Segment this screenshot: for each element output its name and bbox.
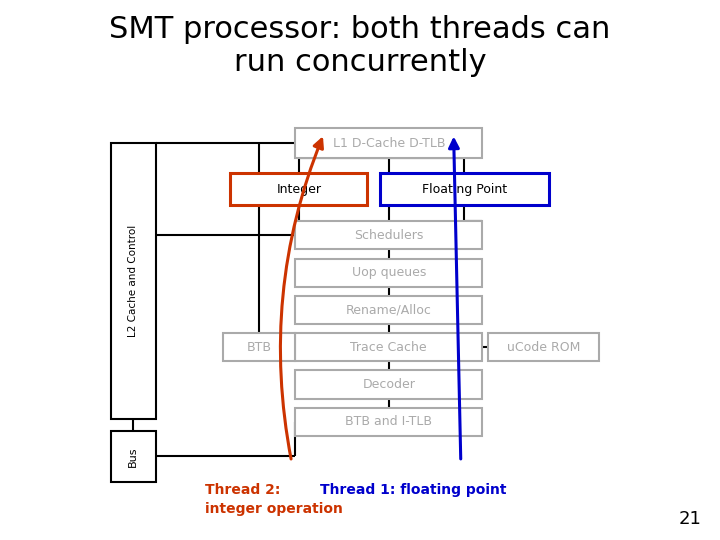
Text: integer operation: integer operation	[205, 502, 343, 516]
Bar	[295, 259, 482, 287]
Bar	[230, 173, 367, 205]
Text: Schedulers: Schedulers	[354, 229, 423, 242]
Text: Rename/Alloc: Rename/Alloc	[346, 303, 432, 316]
Text: uCode ROM: uCode ROM	[507, 341, 580, 354]
Bar	[111, 143, 156, 418]
Bar	[223, 333, 295, 361]
Text: BTB: BTB	[247, 341, 271, 354]
Bar	[295, 408, 482, 436]
Bar	[295, 221, 482, 249]
Bar	[111, 431, 156, 482]
Text: Bus: Bus	[128, 446, 138, 467]
Bar	[295, 370, 482, 399]
Text: BTB and I-TLB: BTB and I-TLB	[346, 415, 432, 428]
Text: Uop queues: Uop queues	[351, 266, 426, 279]
Text: run concurrently: run concurrently	[234, 48, 486, 77]
Text: L1 D-Cache D-TLB: L1 D-Cache D-TLB	[333, 137, 445, 150]
Text: Thread 2:: Thread 2:	[205, 483, 281, 497]
Text: L2 Cache and Control: L2 Cache and Control	[128, 225, 138, 337]
Text: Floating Point: Floating Point	[422, 183, 507, 195]
Text: 21: 21	[679, 510, 702, 529]
Text: Decoder: Decoder	[362, 378, 415, 391]
Text: Trace Cache: Trace Cache	[351, 341, 427, 354]
Bar	[295, 333, 482, 361]
Bar	[488, 333, 600, 361]
Text: Thread 1: floating point: Thread 1: floating point	[320, 483, 507, 497]
Bar	[295, 128, 482, 158]
Bar	[380, 173, 549, 205]
Text: SMT processor: both threads can: SMT processor: both threads can	[109, 15, 611, 44]
Bar	[295, 296, 482, 324]
Text: Integer: Integer	[276, 183, 321, 195]
